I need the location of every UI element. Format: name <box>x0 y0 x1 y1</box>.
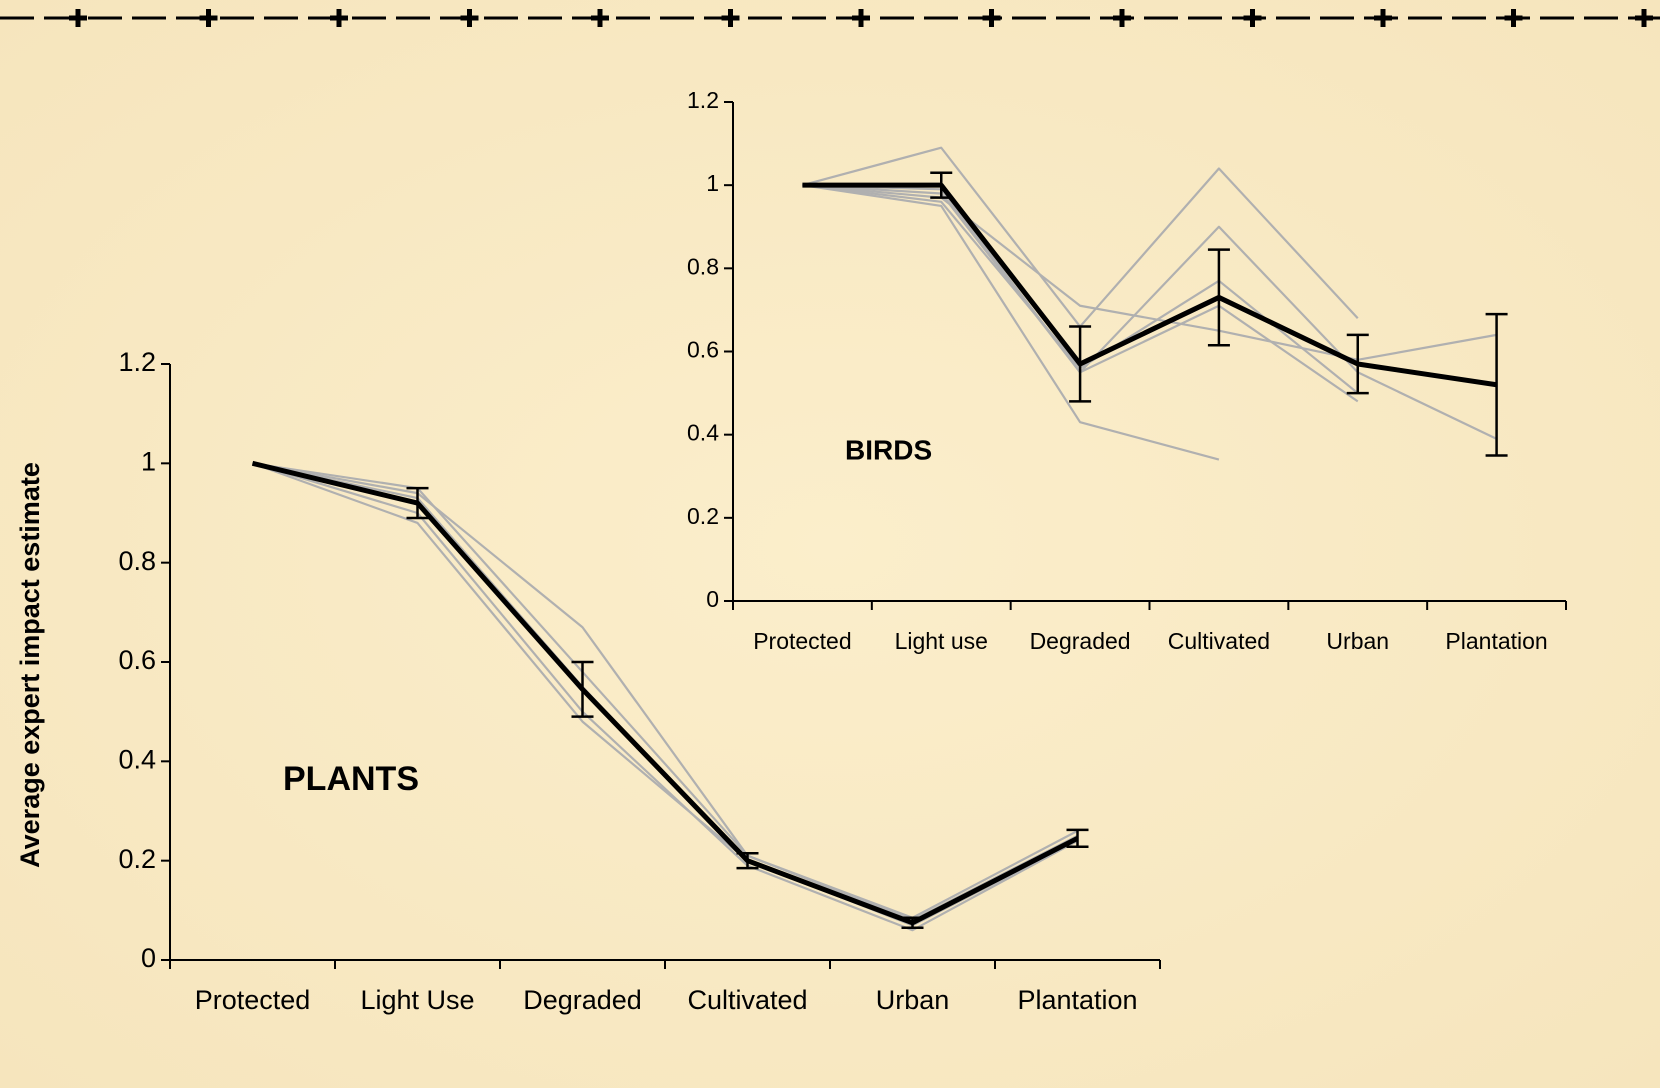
y-tick-label: 0.2 <box>118 844 156 874</box>
x-tick-label: Protected <box>753 628 851 654</box>
y-tick-label: 0 <box>141 943 156 973</box>
ornament <box>852 9 870 27</box>
series-line <box>802 184 1497 361</box>
annotation: PLANTS <box>283 760 419 798</box>
ornament <box>199 9 218 27</box>
y-tick-label: 0.8 <box>687 253 719 279</box>
series-line <box>802 182 1497 388</box>
y-tick-label: 1.2 <box>687 87 719 113</box>
y-tick-label: 1 <box>141 446 156 476</box>
ornament <box>460 9 479 27</box>
error-bar <box>1069 325 1092 403</box>
error-bar <box>1346 333 1369 395</box>
y-tick-label: 0.6 <box>687 337 719 363</box>
x-tick-label: Plantation <box>1017 985 1137 1015</box>
error-bar <box>571 660 594 718</box>
error-bar <box>406 486 429 520</box>
x-tick-label: Cultivated <box>687 985 807 1015</box>
ornament <box>721 9 740 27</box>
ornament <box>1504 9 1523 27</box>
ornament <box>330 9 348 27</box>
x-tick-label: Degraded <box>1030 628 1131 654</box>
ornament <box>1635 9 1653 27</box>
error-bar <box>1485 312 1508 457</box>
series-line <box>802 184 1498 440</box>
series-line <box>251 460 1079 926</box>
ornament <box>1113 9 1131 27</box>
error-bar <box>901 916 924 929</box>
y-tick-label: 1.2 <box>118 347 156 377</box>
error-bar <box>930 171 953 199</box>
y-tick-label: 0.4 <box>118 744 156 774</box>
x-tick-label: Plantation <box>1445 628 1547 654</box>
y-tick-label: 0.2 <box>687 503 719 529</box>
error-bar <box>1207 248 1230 347</box>
x-tick-label: Cultivated <box>1168 628 1270 654</box>
ornament <box>1374 9 1392 27</box>
y-axis-label: Average expert impact estimate <box>15 462 45 868</box>
x-tick-label: Light Use <box>360 985 474 1015</box>
y-tick-label: 1 <box>706 170 719 196</box>
y-tick-label: 0.6 <box>118 645 156 675</box>
border-ornaments <box>69 9 1653 27</box>
series-line <box>802 184 1220 461</box>
series-line <box>252 462 1079 932</box>
ornament <box>591 9 609 27</box>
y-tick-label: 0.4 <box>687 420 719 446</box>
annotation: BIRDS <box>845 434 932 465</box>
error-bar <box>1066 828 1089 849</box>
y-tick-label: 0 <box>706 586 719 612</box>
error-bar <box>736 851 759 870</box>
series-line <box>252 462 1079 919</box>
x-tick-label: Degraded <box>523 985 642 1015</box>
ornament <box>1243 9 1262 27</box>
ornament <box>69 9 87 27</box>
x-tick-label: Protected <box>195 985 311 1015</box>
x-tick-label: Light use <box>895 628 988 654</box>
y-tick-label: 0.8 <box>118 546 156 576</box>
x-tick-label: Urban <box>1326 628 1389 654</box>
x-tick-label: Urban <box>876 985 950 1015</box>
ornament <box>982 9 1001 27</box>
